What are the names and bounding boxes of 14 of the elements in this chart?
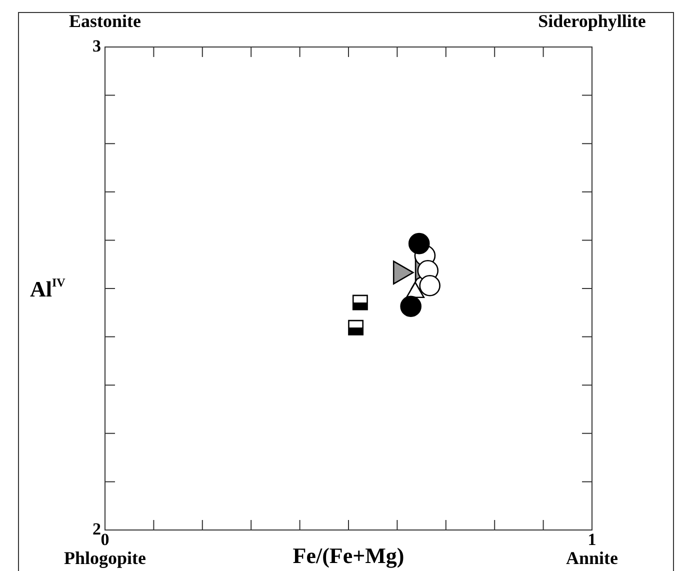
x-axis-title: Fe/(Fe+Mg) bbox=[292, 543, 404, 568]
point bbox=[408, 232, 430, 254]
x-tick-label: 1 bbox=[588, 530, 596, 549]
text: Eastonite bbox=[69, 11, 142, 31]
text: Phlogopite bbox=[64, 548, 146, 568]
y-tick-label: 3 bbox=[92, 36, 101, 56]
point bbox=[400, 296, 422, 318]
point bbox=[348, 320, 364, 336]
text: Siderophyllite bbox=[538, 11, 646, 31]
x-tick-label: 0 bbox=[100, 530, 110, 549]
point bbox=[352, 294, 368, 310]
text: Annite bbox=[566, 548, 618, 568]
point bbox=[419, 274, 440, 296]
y-tick-label: 2 bbox=[92, 519, 101, 538]
